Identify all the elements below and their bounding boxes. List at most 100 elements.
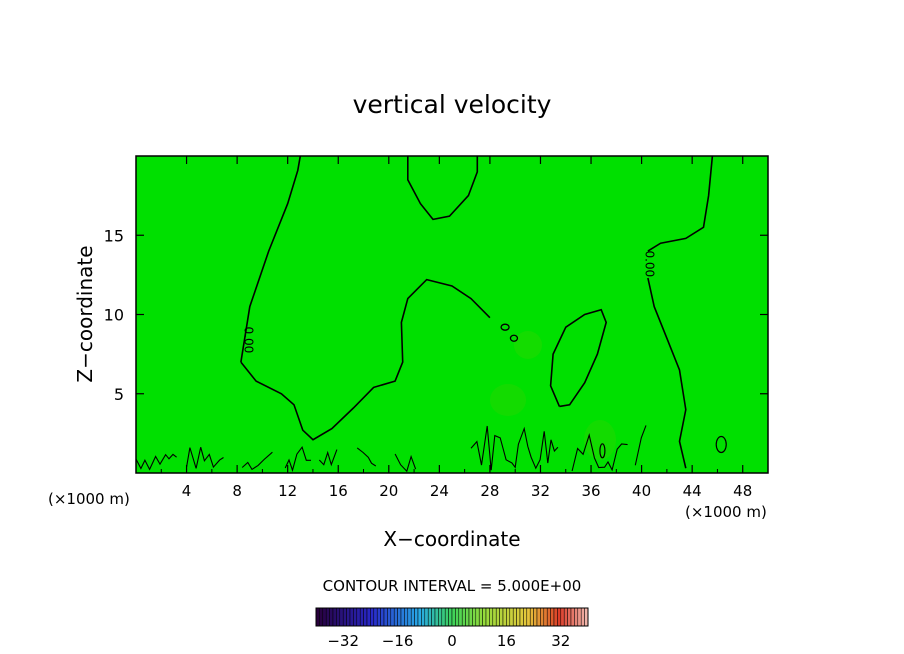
- colorbar-cell: [458, 607, 463, 627]
- colorbar-cell: [329, 607, 334, 627]
- colorbar-cell: [421, 607, 426, 627]
- colorbar-cell: [387, 607, 392, 627]
- contour-oval: [500, 323, 510, 331]
- colorbar-cell: [353, 607, 358, 627]
- colorbar-cell: [526, 607, 531, 627]
- weak-updraft-blob: [490, 384, 526, 416]
- colorbar-cell: [574, 607, 579, 627]
- y-axis-label: Z−coordinate: [73, 245, 97, 382]
- weak-updraft-blob: [514, 331, 542, 359]
- colorbar-cell: [366, 607, 371, 627]
- colorbar-cell: [536, 607, 541, 627]
- colorbar-cell: [523, 607, 528, 627]
- contour-oval: [715, 435, 727, 454]
- colorbar-cell: [448, 607, 453, 627]
- colorbar-cell: [499, 607, 504, 627]
- colorbar-cell: [383, 607, 388, 627]
- x-tick-label: 40: [632, 482, 651, 500]
- colorbar-cell: [380, 607, 385, 627]
- velocity-field: [136, 156, 768, 473]
- colorbar-cell: [563, 607, 568, 627]
- colorbar-cell: [346, 607, 351, 627]
- colorbar-cell: [404, 607, 409, 627]
- surface-contour-6: [394, 453, 417, 473]
- contour-oval: [599, 443, 606, 459]
- colorbar-cell: [424, 607, 429, 627]
- surface-contour-1: [186, 447, 224, 469]
- colorbar-cell: [465, 607, 470, 627]
- colorbar-cell: [516, 607, 521, 627]
- colorbar-cell: [451, 607, 456, 627]
- colorbar-cell: [560, 607, 565, 627]
- contour-oval: [509, 334, 519, 342]
- colorbar-cell: [431, 607, 436, 627]
- y-tick-label: 5: [114, 385, 124, 404]
- colorbar-cell: [492, 607, 497, 627]
- colorbar-cell: [570, 607, 575, 627]
- colorbar-cell: [455, 607, 460, 627]
- colorbar-cell: [315, 607, 320, 627]
- colorbar-tick-label: 0: [447, 632, 457, 650]
- colorbar-cell: [325, 607, 330, 627]
- surface-contour-3: [284, 446, 311, 473]
- chart-title: vertical velocity: [353, 90, 552, 119]
- colorbar-cell: [533, 607, 538, 627]
- colorbar-cell: [502, 607, 507, 627]
- x-axis-label: X−coordinate: [383, 527, 520, 551]
- colorbar-cell: [512, 607, 517, 627]
- x-tick-label: 28: [480, 482, 499, 500]
- colorbar-cell: [434, 607, 439, 627]
- contour-line-2: [406, 156, 479, 221]
- x-tick-label: 32: [531, 482, 550, 500]
- colorbar-cell: [485, 607, 490, 627]
- colorbar-cell: [444, 607, 449, 627]
- colorbar-cell: [495, 607, 500, 627]
- colorbar-title: CONTOUR INTERVAL = 5.000E+00: [323, 577, 582, 595]
- colorbar-cell: [472, 607, 477, 627]
- colorbar-cell: [438, 607, 443, 627]
- colorbar-cell: [543, 607, 548, 627]
- colorbar-cell: [553, 607, 558, 627]
- colorbar-cell: [363, 607, 368, 627]
- colorbar: [315, 607, 589, 627]
- colorbar-tick-label: 16: [497, 632, 516, 650]
- x-tick-label: 16: [329, 482, 348, 500]
- colorbar-cell: [332, 607, 337, 627]
- x-tick-label: 20: [379, 482, 398, 500]
- colorbar-cell: [468, 607, 473, 627]
- colorbar-cell: [376, 607, 381, 627]
- colorbar-cell: [550, 607, 555, 627]
- colorbar-cell: [414, 607, 419, 627]
- colorbar-cell: [557, 607, 562, 627]
- colorbar-tick-label: −32: [327, 632, 359, 650]
- colorbar-cell: [397, 607, 402, 627]
- colorbar-cell: [373, 607, 378, 627]
- surface-contour-8: [571, 433, 628, 472]
- x-tick-label: 36: [581, 482, 600, 500]
- weak-updraft-blob: [584, 420, 616, 460]
- colorbar-cell: [319, 607, 324, 627]
- colorbar-cell: [322, 607, 327, 627]
- x-tick-label: 24: [430, 482, 449, 500]
- colorbar-cell: [529, 607, 534, 627]
- surface-contour-7: [470, 425, 559, 471]
- x-tick-label: 12: [278, 482, 297, 500]
- colorbar-cell: [461, 607, 466, 627]
- surface-contour-5: [356, 447, 377, 467]
- colorbar-cell: [540, 607, 545, 627]
- colorbar-cell: [441, 607, 446, 627]
- x-tick-label: 8: [232, 482, 242, 500]
- contour-line-0: [240, 155, 302, 363]
- contour-label: 0.00: [242, 327, 256, 354]
- colorbar-cell: [349, 607, 354, 627]
- colorbar-cell: [342, 607, 347, 627]
- colorbar-cell: [370, 607, 375, 627]
- colorbar-ticks: −32 −16 0 16 32: [327, 632, 570, 650]
- colorbar-cell: [577, 607, 582, 627]
- x-tick-label: 48: [733, 482, 752, 500]
- colorbar-cell: [407, 607, 412, 627]
- surface-contour-noise: [135, 425, 647, 473]
- colorbar-cell: [390, 607, 395, 627]
- contour-line-3: [549, 308, 608, 408]
